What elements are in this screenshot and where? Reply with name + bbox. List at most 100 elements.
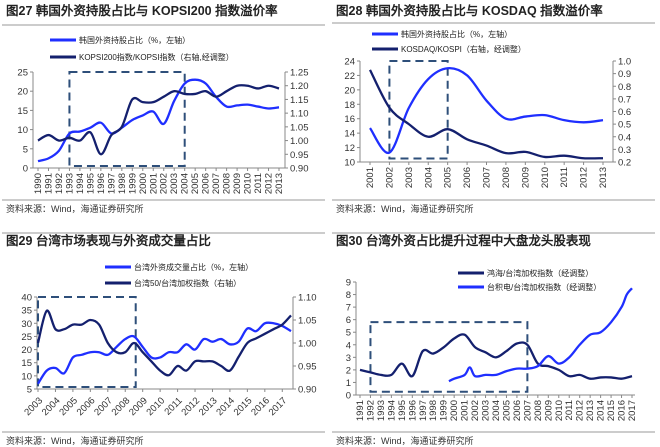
x-tick-label: 2012: [264, 173, 275, 194]
left-tick-label: 5: [346, 328, 351, 339]
legend-label: 台积电/台湾加权指数（经调整）: [487, 282, 601, 292]
x-tick-label: 1994: [386, 400, 397, 421]
x-tick-label: 2006: [462, 167, 473, 188]
x-tick-label: 2009: [543, 400, 554, 421]
left-tick-label: 0: [23, 164, 28, 175]
x-tick-label: 2001: [148, 173, 159, 194]
left-tick-label: 24: [344, 57, 355, 68]
right-tick-label: 0.95: [298, 362, 317, 373]
x-tick-label: 2008: [533, 400, 544, 421]
left-tick-label: 25: [17, 68, 28, 79]
x-tick-label: 2009: [127, 395, 150, 418]
left-tick-label: 18: [344, 100, 355, 111]
x-tick-label: 2008: [222, 173, 233, 194]
x-tick-label: 2005: [443, 167, 454, 188]
left-tick-label: 15: [17, 106, 28, 117]
left-tick-label: 3: [346, 353, 351, 364]
x-tick-label: 2013: [585, 400, 596, 421]
right-tick-label: 0.2: [618, 158, 631, 169]
x-tick-label: 2003: [404, 167, 415, 188]
x-tick-label: 1991: [355, 400, 366, 421]
legend-label: 台湾外资成交量占比（%，左轴）: [134, 262, 253, 272]
x-tick-label: 2006: [75, 395, 98, 418]
x-tick-label: 2003: [169, 173, 180, 194]
x-tick-label: 2005: [57, 395, 80, 418]
right-tick-label: 0.5: [618, 120, 631, 131]
x-tick-label: 2004: [423, 167, 434, 188]
x-tick-label: 2012: [179, 395, 202, 418]
x-tick-label: 2005: [190, 173, 201, 194]
x-tick-label: 2011: [564, 400, 575, 420]
right-tick-label: 0.3: [618, 145, 631, 156]
x-tick-label: 2016: [249, 395, 272, 418]
x-tick-label: 2009: [520, 167, 531, 188]
x-tick-label: 2011: [253, 173, 264, 193]
left-tick-label: 7: [346, 303, 351, 314]
chart-title: 图30 台湾外资占比提升过程中大盘龙头股表现: [336, 233, 591, 248]
x-tick-label: 1998: [428, 400, 439, 421]
highlight-dashed-box: [68, 71, 186, 167]
series-line-2: [448, 287, 633, 383]
x-tick-label: 2001: [365, 167, 376, 188]
left-tick-label: 5: [27, 385, 32, 396]
left-tick-label: 1: [346, 378, 351, 389]
series-line-1: [369, 66, 604, 154]
right-tick-label: 0.8: [618, 82, 631, 93]
right-tick-label: 1.25: [290, 68, 309, 79]
x-tick-label: 2009: [232, 173, 243, 194]
x-tick-label: 2003: [22, 395, 45, 418]
x-tick-label: 1999: [439, 400, 450, 421]
x-tick-label: 2005: [501, 400, 512, 421]
right-tick-label: 1.15: [290, 95, 309, 106]
x-tick-label: 2010: [145, 395, 168, 418]
x-tick-label: 2017: [627, 400, 638, 421]
chart-title: 图27 韩国外资持股占比与 KOPSI200 指数溢价率: [6, 3, 278, 18]
right-tick-label: 1.00: [290, 136, 309, 147]
x-tick-label: 2011: [559, 167, 570, 187]
right-tick-label: 1.0: [618, 57, 631, 68]
left-tick-label: 14: [344, 129, 355, 140]
left-tick-label: 20: [344, 85, 355, 96]
x-tick-label: 2012: [579, 167, 590, 188]
legend-label: 鸿海/台湾加权指数（经调整）: [487, 268, 593, 278]
series-line-2: [37, 84, 280, 156]
x-tick-label: 2008: [501, 167, 512, 188]
x-tick-label: 2010: [243, 173, 254, 194]
x-tick-label: 2006: [512, 400, 523, 421]
right-tick-label: 1.00: [298, 339, 317, 350]
x-tick-label: 2000: [449, 400, 460, 421]
left-tick-label: 25: [21, 332, 32, 343]
x-tick-label: 2011: [162, 395, 184, 417]
x-tick-label: 1993: [376, 400, 387, 421]
right-tick-label: 0.9: [618, 69, 631, 80]
x-tick-label: 2001: [460, 400, 471, 421]
chart-title: 图29 台湾市场表现与外资成交量占比: [6, 233, 211, 248]
chart-title: 图28 韩国外资持股占比与 KOSDAQ 指数溢价率: [336, 3, 603, 18]
series-line-1: [359, 333, 633, 380]
x-tick-label: 1996: [407, 400, 418, 421]
series-line-1: [37, 78, 280, 163]
series-line-2: [36, 309, 292, 377]
x-tick-label: 2013: [274, 173, 285, 194]
x-tick-label: 2010: [554, 400, 565, 421]
x-tick-label: 1998: [117, 173, 128, 194]
left-tick-label: 2: [346, 365, 351, 376]
right-tick-label: 0.90: [298, 385, 317, 396]
right-tick-label: 1.10: [298, 293, 317, 304]
highlight-dashed-box: [388, 60, 449, 160]
chart-panel-28: 图28 韩国外资持股占比与 KOSDAQ 指数溢价率韩国外资持股占比（%，左轴）…: [332, 3, 655, 214]
left-tick-label: 4: [346, 340, 351, 351]
x-tick-label: 2002: [159, 173, 170, 194]
left-tick-label: 8: [346, 290, 351, 301]
x-tick-label: 1996: [96, 173, 107, 194]
source-note: 资料来源：Wind，海通证券研究所: [6, 435, 144, 446]
x-tick-label: 1995: [85, 173, 96, 194]
x-tick-label: 2006: [201, 173, 212, 194]
x-tick-label: 2017: [267, 395, 290, 418]
x-tick-label: 2010: [540, 167, 551, 188]
right-tick-label: 0.7: [618, 94, 631, 105]
x-tick-label: 1991: [43, 173, 54, 194]
left-tick-label: 22: [344, 71, 355, 82]
left-tick-label: 20: [17, 87, 28, 98]
